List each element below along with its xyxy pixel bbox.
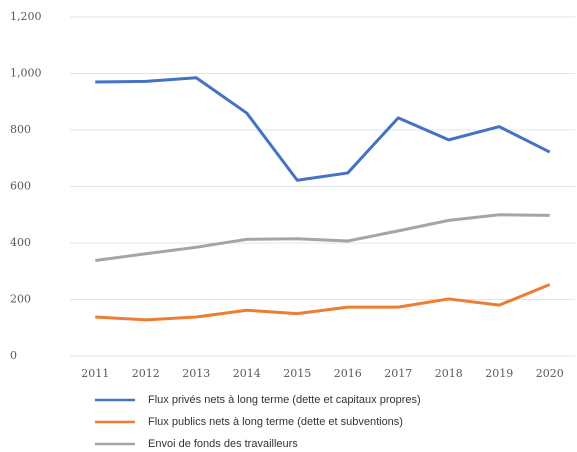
x-tick-label: 2018 xyxy=(435,367,463,380)
y-tick-label: 200 xyxy=(10,293,31,306)
y-tick-label: 1,000 xyxy=(10,67,42,80)
series-line xyxy=(95,283,551,322)
series-line xyxy=(95,76,551,182)
y-tick-label: 1,200 xyxy=(10,10,42,23)
legend-label: Envoi de fonds des travailleurs xyxy=(148,438,298,450)
legend-label: Flux publics nets à long terme (dette et… xyxy=(148,416,403,428)
y-tick-label: 600 xyxy=(10,180,31,193)
y-tick-label: 800 xyxy=(10,123,31,136)
x-tick-label: 2020 xyxy=(536,367,564,380)
y-tick-label: 400 xyxy=(10,236,31,249)
x-tick-label: 2013 xyxy=(182,367,210,380)
y-tick-label: 0 xyxy=(10,349,17,362)
legend-label: Flux privés nets à long terme (dette et … xyxy=(148,394,421,406)
x-tick-label: 2014 xyxy=(233,367,261,380)
x-tick-label: 2015 xyxy=(283,367,311,380)
x-tick-label: 2011 xyxy=(81,367,109,380)
x-tick-label: 2012 xyxy=(132,367,160,380)
x-tick-label: 2019 xyxy=(485,367,513,380)
x-tick-label: 2016 xyxy=(334,367,362,380)
x-tick-label: 2017 xyxy=(384,367,412,380)
series-line xyxy=(95,213,550,263)
